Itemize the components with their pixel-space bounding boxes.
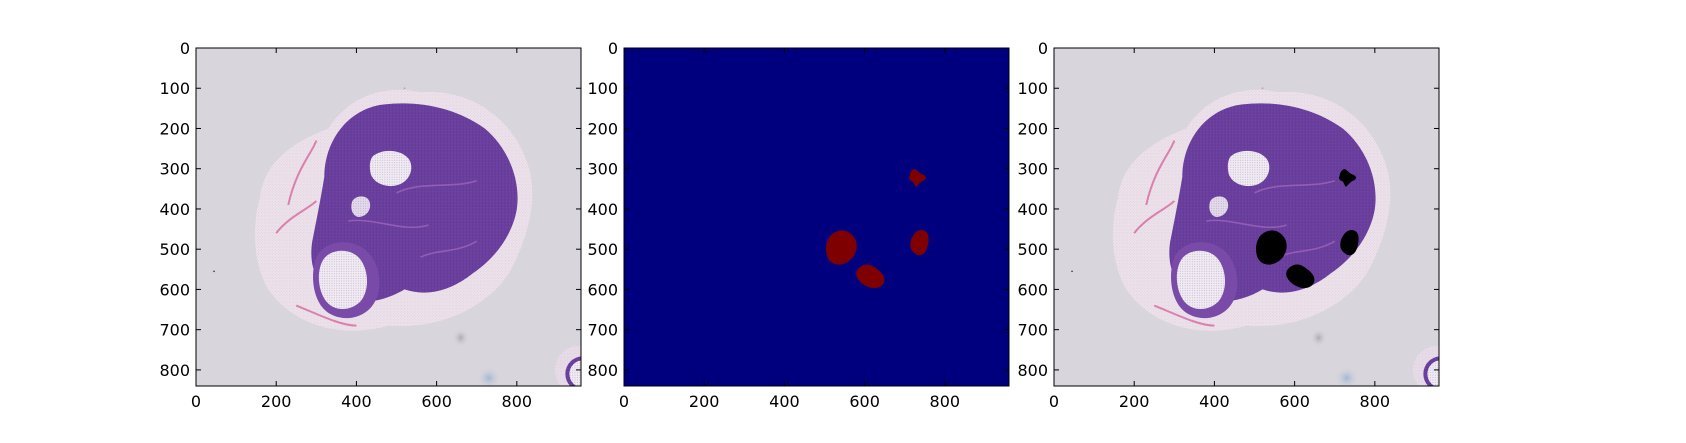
x-tick-label: 200 <box>1119 392 1150 411</box>
y-tick-label: 100 <box>159 79 190 98</box>
x-tick-label: 600 <box>421 392 452 411</box>
y-tick-label: 800 <box>587 361 618 380</box>
y-tick-label: 600 <box>159 280 190 299</box>
y-tick-label: 500 <box>159 240 190 259</box>
y-tick-label: 600 <box>587 280 618 299</box>
x-tick-label: 400 <box>341 392 372 411</box>
y-tick-label: 800 <box>1017 361 1048 380</box>
x-tick-label: 800 <box>930 392 961 411</box>
x-tick-label: 0 <box>619 392 629 411</box>
x-tick-label: 0 <box>191 392 201 411</box>
y-tick-label: 200 <box>159 119 190 138</box>
x-tick-label: 600 <box>849 392 880 411</box>
axes-frame <box>195 47 582 387</box>
x-tick-label: 400 <box>1199 392 1230 411</box>
y-tick-label: 700 <box>159 321 190 340</box>
y-tick-label: 400 <box>587 200 618 219</box>
x-tick-label: 200 <box>689 392 720 411</box>
x-tick-label: 800 <box>502 392 533 411</box>
y-tick-label: 0 <box>180 39 190 58</box>
y-tick-label: 0 <box>1038 39 1048 58</box>
y-tick-label: 300 <box>587 160 618 179</box>
y-tick-label: 100 <box>587 79 618 98</box>
y-tick-label: 400 <box>159 200 190 219</box>
y-tick-label: 700 <box>1017 321 1048 340</box>
y-tick-label: 600 <box>1017 280 1048 299</box>
y-tick-label: 0 <box>608 39 618 58</box>
y-tick-label: 700 <box>587 321 618 340</box>
mask-background <box>624 48 1009 386</box>
y-tick-label: 300 <box>159 160 190 179</box>
x-tick-label: 600 <box>1279 392 1310 411</box>
y-tick-label: 200 <box>587 119 618 138</box>
y-tick-label: 100 <box>1017 79 1048 98</box>
x-tick-label: 800 <box>1360 392 1391 411</box>
y-tick-label: 200 <box>1017 119 1048 138</box>
axes-frame <box>1053 47 1440 387</box>
y-tick-label: 300 <box>1017 160 1048 179</box>
x-tick-label: 400 <box>769 392 800 411</box>
y-tick-label: 500 <box>1017 240 1048 259</box>
y-tick-label: 400 <box>1017 200 1048 219</box>
y-tick-label: 500 <box>587 240 618 259</box>
axes-frame <box>623 47 1010 387</box>
x-tick-label: 0 <box>1049 392 1059 411</box>
y-tick-label: 800 <box>159 361 190 380</box>
x-tick-label: 200 <box>261 392 292 411</box>
